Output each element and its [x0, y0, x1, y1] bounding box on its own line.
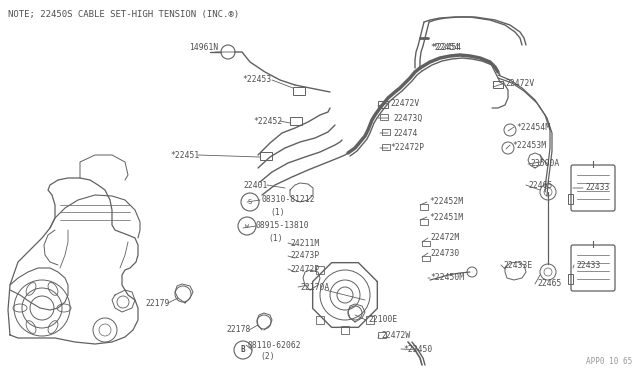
Text: *22453: *22453 [243, 76, 272, 84]
Text: (1): (1) [270, 208, 285, 218]
Text: 22473P: 22473P [290, 251, 319, 260]
Text: 22465: 22465 [528, 180, 552, 189]
Text: 08310-81212: 08310-81212 [262, 196, 316, 205]
Bar [316, 316, 324, 324]
Text: *22454: *22454 [432, 42, 461, 51]
Text: 22433E: 22433E [503, 260, 532, 269]
Bar [420, 204, 428, 210]
Text: 22401: 22401 [244, 180, 268, 189]
Text: NOTE; 22450S CABLE SET-HIGH TENSION (INC.®): NOTE; 22450S CABLE SET-HIGH TENSION (INC… [8, 10, 239, 19]
Text: S: S [248, 199, 252, 205]
Text: 23500A: 23500A [530, 160, 559, 169]
Text: 22170A: 22170A [300, 282, 329, 292]
Bar [260, 152, 272, 160]
Bar [568, 274, 573, 284]
Text: 22473Q: 22473Q [393, 113, 422, 122]
Bar [293, 87, 305, 95]
Bar [422, 256, 430, 261]
Text: 08110-62062: 08110-62062 [248, 340, 301, 350]
Bar [365, 316, 374, 324]
Text: (2): (2) [260, 353, 275, 362]
Text: (1): (1) [268, 234, 283, 244]
Text: 22465: 22465 [537, 279, 561, 289]
Text: *22451M: *22451M [429, 212, 463, 221]
Text: 24211M: 24211M [290, 238, 319, 247]
Text: APP0 10 65: APP0 10 65 [586, 357, 632, 366]
Text: *22450: *22450 [403, 344, 432, 353]
Text: W: W [245, 224, 249, 228]
Bar [290, 117, 302, 125]
Bar [380, 114, 388, 120]
Text: 22472W: 22472W [381, 330, 410, 340]
Text: B: B [241, 346, 245, 355]
Bar [378, 101, 388, 108]
Bar [422, 241, 430, 246]
Text: 22100E: 22100E [368, 315, 397, 324]
Text: 22472P: 22472P [290, 264, 319, 273]
Text: 22472V: 22472V [505, 78, 534, 87]
Text: 22178: 22178 [227, 326, 251, 334]
Text: 22433: 22433 [585, 183, 609, 192]
Bar [420, 219, 428, 225]
Bar [382, 129, 390, 135]
Text: 14961N: 14961N [189, 42, 218, 51]
Text: 224730: 224730 [430, 248, 460, 257]
Text: *22472P: *22472P [390, 144, 424, 153]
Text: *22454: *22454 [430, 42, 460, 51]
Bar [341, 326, 349, 334]
Bar [378, 332, 386, 338]
Text: *22453M: *22453M [512, 141, 546, 150]
Text: 22179: 22179 [146, 298, 170, 308]
Text: 08915-13810: 08915-13810 [256, 221, 310, 231]
Text: *22452M: *22452M [429, 198, 463, 206]
Bar [568, 194, 573, 204]
Text: 22472M: 22472M [430, 234, 460, 243]
Text: 22472V: 22472V [390, 99, 419, 108]
Text: *22450M: *22450M [430, 273, 464, 282]
Bar [493, 81, 503, 88]
Bar [382, 144, 390, 150]
Text: *22452: *22452 [253, 116, 283, 125]
Text: *22454M: *22454M [516, 122, 550, 131]
Text: 22433: 22433 [576, 260, 600, 269]
Text: *22451: *22451 [171, 151, 200, 160]
Bar [316, 266, 324, 274]
Text: 22474: 22474 [393, 128, 417, 138]
